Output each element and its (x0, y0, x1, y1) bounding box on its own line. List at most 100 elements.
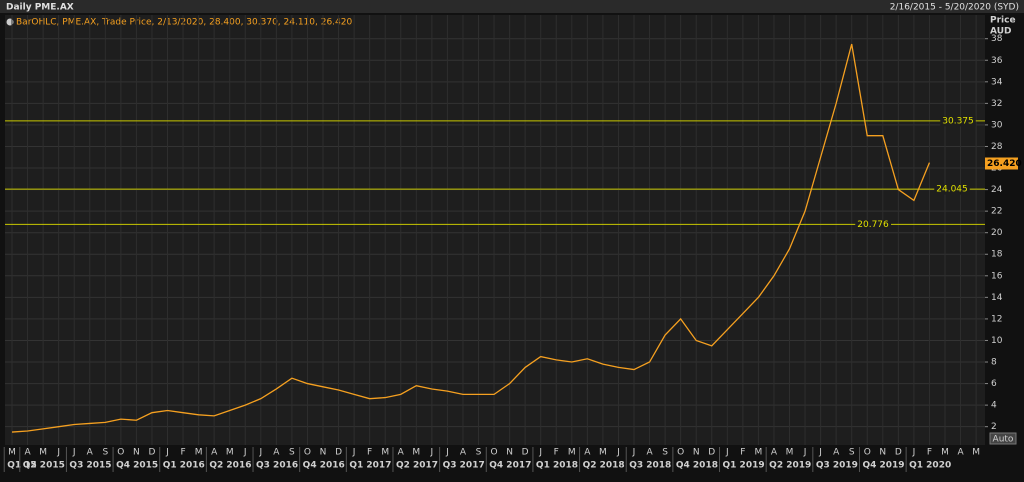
quarter-label: Q1 2019 (723, 461, 765, 471)
x-tick-label: D (148, 448, 155, 458)
x-tick-label: S (102, 448, 108, 458)
x-tick-label: A (584, 448, 591, 458)
quarter-label: Q3 2015 (69, 461, 111, 471)
x-tick-label: M (39, 448, 47, 458)
x-tick-label: F (927, 448, 932, 458)
x-tick-label: A (646, 448, 653, 458)
y-tick-label: 2 (991, 422, 997, 432)
x-tick-label: M (972, 448, 980, 458)
quarter-label: Q4 2019 (862, 461, 904, 471)
plot-area (5, 15, 985, 445)
y-tick-label: 4 (991, 401, 997, 411)
auto-button[interactable] (989, 432, 1017, 445)
x-tick-label: M (941, 448, 949, 458)
y-tick-label: 34 (991, 77, 1003, 87)
quarter-label: Q4 2018 (676, 461, 718, 471)
x-tick-label: A (24, 448, 31, 458)
x-tick-label: D (708, 448, 715, 458)
x-tick-label: O (864, 448, 871, 458)
date-range: 2/16/2015 - 5/20/2020 (SYD) (890, 3, 1019, 13)
auto-button-label[interactable]: Auto (993, 435, 1014, 445)
x-tick-label: M (412, 448, 420, 458)
x-tick-label: J (56, 448, 60, 458)
legend-text: BarOHLC, PME.AX, Trade Price, 2/13/2020,… (16, 18, 352, 28)
x-tick-label: M (786, 448, 794, 458)
last-price-tag (985, 157, 1018, 170)
x-tick-label: S (662, 448, 668, 458)
x-tick-label: S (849, 448, 855, 458)
y-tick-label: 24 (991, 185, 1003, 195)
x-tick-label: J (632, 448, 636, 458)
x-tick-label: A (833, 448, 840, 458)
x-tick-label: N (506, 448, 513, 458)
x-tick-label: D (522, 448, 529, 458)
y-tick-label: 6 (991, 379, 997, 389)
y-tick-label: 36 (991, 56, 1003, 66)
x-tick-label: N (320, 448, 327, 458)
x-tick-label: O (304, 448, 311, 458)
x-tick-label: A (273, 448, 280, 458)
level-label: 20.776 (857, 220, 889, 230)
level-label: 24.045 (936, 185, 968, 195)
level-label-bg (940, 116, 976, 127)
x-tick-label: J (616, 448, 620, 458)
quarter-label: Q3 2018 (629, 461, 671, 471)
x-tick-label: M (226, 448, 234, 458)
quarter-label: Q1 2017 (349, 461, 391, 471)
x-tick-label: M (568, 448, 576, 458)
y-tick-label: 8 (991, 358, 997, 368)
x-tick-label: F (180, 448, 185, 458)
y-tick-label: 18 (991, 250, 1003, 260)
x-tick-label: O (117, 448, 124, 458)
x-tick-label: J (818, 448, 822, 458)
y-tick-label: 22 (991, 207, 1002, 217)
y-label: AUD (990, 27, 1011, 37)
quarter-label: Q3 2019 (816, 461, 858, 471)
quarter-label: Q1 2018 (536, 461, 578, 471)
y-tick-label: 32 (991, 99, 1002, 109)
x-tick-label: N (879, 448, 886, 458)
chart-title: Daily PME.AX (6, 3, 74, 13)
quarter-label: Q1 2016 (163, 461, 205, 471)
x-tick-label: F (554, 448, 559, 458)
y-tick-label: 10 (991, 336, 1003, 346)
x-tick-label: J (912, 448, 916, 458)
y-tick-label: 14 (991, 293, 1003, 303)
x-tick-label: A (87, 448, 94, 458)
y-tick-label: 28 (991, 142, 1003, 152)
x-tick-label: S (476, 448, 482, 458)
x-tick-label: O (491, 448, 498, 458)
x-tick-label: J (538, 448, 542, 458)
x-tick-label: M (8, 448, 16, 458)
y-tick-label: 20 (991, 228, 1003, 238)
x-tick-label: F (367, 448, 372, 458)
quarter-label: Q2 2018 (583, 461, 625, 471)
quarter-label: Q4 2017 (489, 461, 531, 471)
y-label: Price (990, 16, 1016, 26)
last-price-label: 26.420 (987, 159, 1022, 169)
x-tick-label: F (740, 448, 745, 458)
x-tick-label: A (771, 448, 778, 458)
quarter-label: Q2 2015 (23, 461, 65, 471)
x-tick-label: N (693, 448, 700, 458)
x-tick-label: M (195, 448, 203, 458)
x-tick-label: J (165, 448, 169, 458)
quarter-label: Q3 2016 (256, 461, 298, 471)
x-tick-label: D (335, 448, 342, 458)
y-tick-label: 12 (991, 314, 1002, 324)
y-tick-label: 30 (991, 120, 1003, 130)
quarter-label: Q2 2019 (769, 461, 811, 471)
x-tick-label: O (677, 448, 684, 458)
price-line (11, 43, 931, 433)
x-tick-label: M (381, 448, 389, 458)
level-label-bg (855, 219, 892, 230)
y-tick-label: 16 (991, 271, 1003, 281)
x-tick-label: J (72, 448, 76, 458)
x-tick-label: N (133, 448, 140, 458)
x-tick-label: D (895, 448, 902, 458)
x-tick-label: A (211, 448, 218, 458)
y-tick-label: 38 (991, 34, 1003, 44)
x-tick-label: M (755, 448, 763, 458)
header-bar (0, 0, 1024, 13)
